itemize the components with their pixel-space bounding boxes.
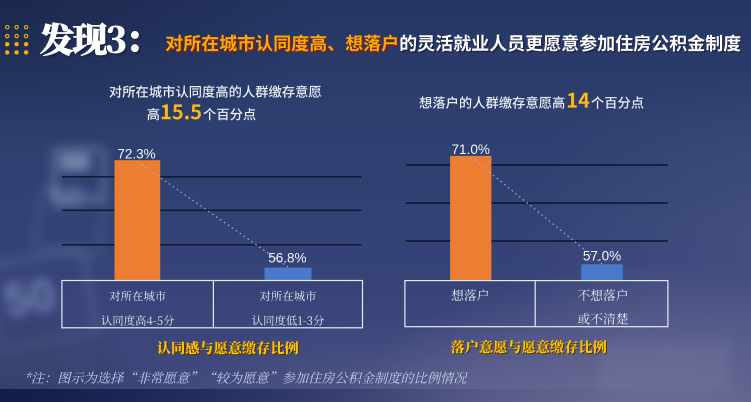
svg-text:56.8%: 56.8% — [268, 250, 306, 265]
svg-text:71.0%: 71.0% — [452, 142, 490, 157]
svg-text:57.0%: 57.0% — [583, 249, 621, 264]
svg-text:72.3%: 72.3% — [117, 147, 155, 162]
